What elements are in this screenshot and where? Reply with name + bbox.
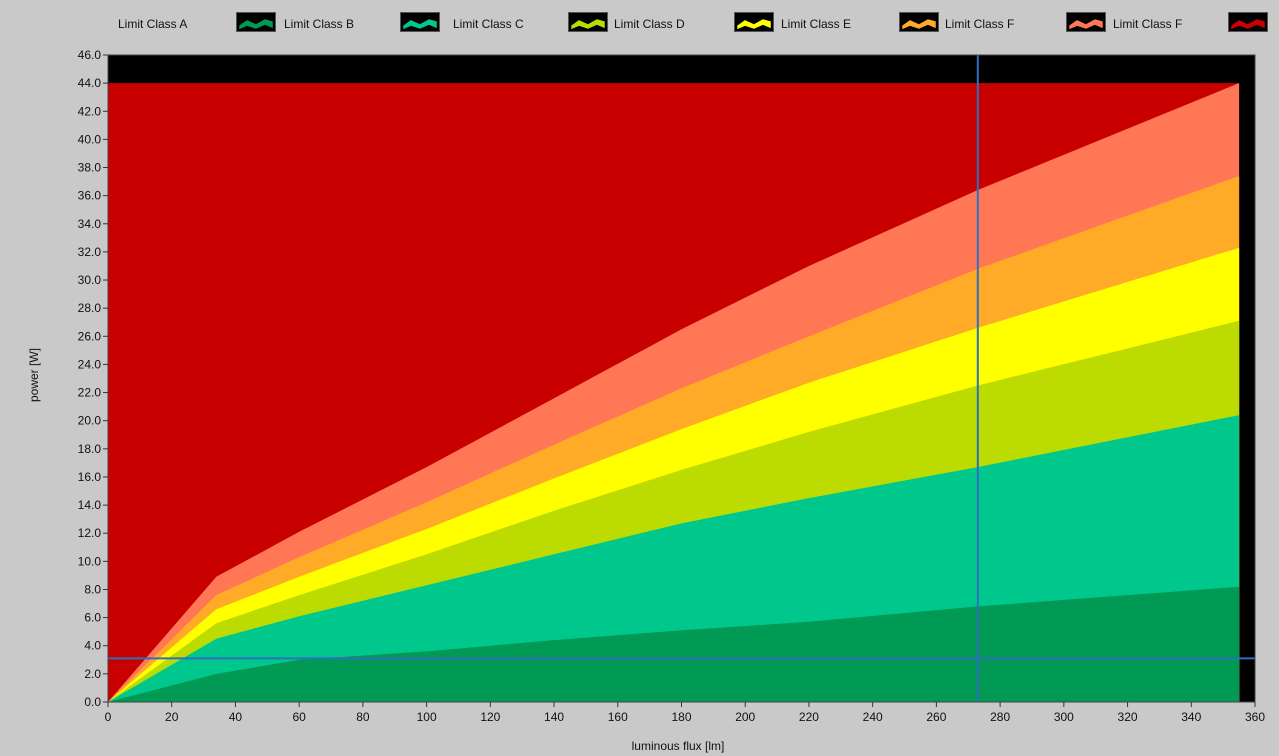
y-tick-label: 24.0 [78, 357, 102, 371]
legend-swatch [899, 12, 939, 32]
x-tick-label: 200 [735, 710, 755, 724]
x-tick-label: 240 [863, 710, 883, 724]
legend-swatch [734, 12, 774, 32]
y-tick-label: 26.0 [78, 329, 102, 343]
x-tick-label: 260 [926, 710, 946, 724]
y-tick-label: 42.0 [78, 104, 102, 118]
x-tick-label: 40 [229, 710, 243, 724]
y-tick-label: 38.0 [78, 161, 102, 175]
y-tick-label: 16.0 [78, 470, 102, 484]
legend-swatch [1066, 12, 1106, 32]
legend-swatch [400, 12, 440, 32]
y-tick-label: 14.0 [78, 498, 102, 512]
legend-swatch [568, 12, 608, 32]
legend: Limit Class A Limit Class B Limit Class C L… [98, 8, 1279, 39]
x-tick-label: 180 [671, 710, 691, 724]
y-axis-title: power [W] [27, 348, 41, 402]
y-tick-label: 12.0 [78, 526, 102, 540]
x-tick-label: 340 [1181, 710, 1201, 724]
y-tick-label: 34.0 [78, 217, 102, 231]
series-area [108, 586, 1240, 702]
y-tick-label: 32.0 [78, 245, 102, 259]
legend-label: Limit Class F [945, 17, 1015, 31]
legend-label: Limit Class D [614, 17, 685, 31]
y-tick-label: 18.0 [78, 442, 102, 456]
x-tick-label: 300 [1054, 710, 1074, 724]
x-tick-label: 220 [799, 710, 819, 724]
y-tick-label: 46.0 [78, 48, 102, 62]
x-tick-label: 0 [105, 710, 112, 724]
x-tick-label: 160 [608, 710, 628, 724]
y-tick-label: 2.0 [84, 667, 101, 681]
x-tick-label: 280 [990, 710, 1010, 724]
legend-swatch [1228, 12, 1268, 32]
x-tick-label: 80 [356, 710, 370, 724]
legend-label: Limit Class B [284, 17, 355, 31]
x-axis-title: luminous flux [lm] [632, 739, 725, 753]
y-tick-label: 40.0 [78, 132, 102, 146]
legend-swatch [236, 12, 276, 32]
x-tick-label: 60 [292, 710, 306, 724]
y-tick-label: 28.0 [78, 301, 102, 315]
y-tick-label: 4.0 [84, 639, 101, 653]
y-tick-label: 44.0 [78, 76, 102, 90]
legend-label: Limit Class F [1113, 17, 1183, 31]
x-tick-label: 140 [544, 710, 564, 724]
legend-label: Limit Class C [453, 17, 524, 31]
x-tick-label: 120 [480, 710, 500, 724]
legend-label: Limit Class E [781, 17, 852, 31]
y-tick-label: 8.0 [84, 582, 101, 596]
x-tick-label: 320 [1118, 710, 1138, 724]
y-tick-label: 36.0 [78, 189, 102, 203]
legend-label: Limit Class A [118, 17, 188, 31]
x-tick-label: 360 [1245, 710, 1265, 724]
y-tick-label: 20.0 [78, 414, 102, 428]
x-tick-label: 100 [417, 710, 437, 724]
y-tick-label: 10.0 [78, 554, 102, 568]
y-tick-label: 0.0 [84, 695, 101, 709]
y-tick-label: 22.0 [78, 386, 102, 400]
y-tick-label: 30.0 [78, 273, 102, 287]
x-tick-label: 20 [165, 710, 179, 724]
y-tick-label: 6.0 [84, 611, 101, 625]
